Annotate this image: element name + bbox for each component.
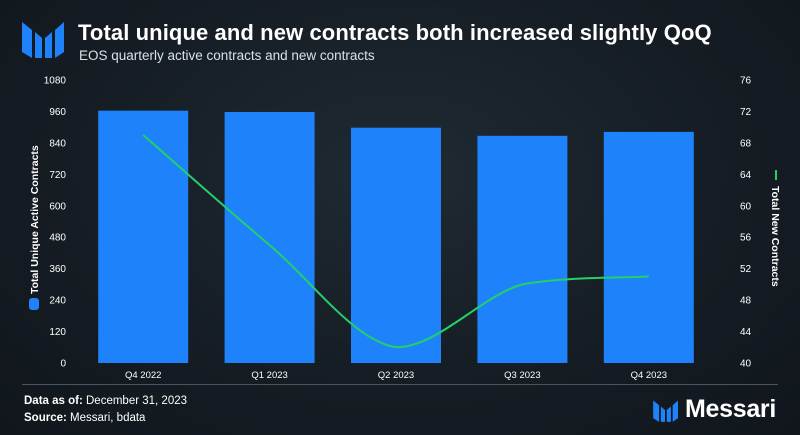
chart-title: Total unique and new contracts both incr… bbox=[78, 20, 712, 45]
x-axis-tick-label: Q1 2023 bbox=[251, 370, 287, 381]
left-axis-tick-label: 240 bbox=[49, 296, 66, 307]
left-axis-tick-label: 960 bbox=[49, 107, 66, 118]
legend-swatch-bars bbox=[29, 298, 39, 310]
right-axis-tick-label: 64 bbox=[740, 170, 752, 181]
left-axis-title: Total Unique Active Contracts bbox=[29, 145, 41, 294]
x-axis-tick-label: Q4 2022 bbox=[125, 370, 161, 381]
right-axis-tick-label: 52 bbox=[740, 264, 752, 275]
left-axis-tick-label: 360 bbox=[49, 264, 66, 275]
source-note: Source: Messari, bdata bbox=[24, 412, 146, 424]
right-axis-tick-label: 44 bbox=[740, 327, 752, 338]
right-axis-tick-label: 68 bbox=[740, 138, 752, 149]
left-axis-tick-label: 480 bbox=[49, 233, 66, 244]
bar bbox=[224, 111, 315, 363]
left-axis-tick-label: 120 bbox=[49, 327, 66, 338]
left-axis-tick-label: 600 bbox=[49, 201, 66, 212]
bar bbox=[98, 110, 189, 364]
new-contracts-line bbox=[142, 134, 649, 349]
x-axis-tick-label: Q4 2023 bbox=[631, 370, 667, 381]
x-axis-tick-label: Q2 2023 bbox=[378, 370, 414, 381]
right-axis-tick-label: 56 bbox=[740, 233, 752, 244]
left-axis-title-group: Total Unique Active Contracts bbox=[29, 145, 41, 310]
right-axis-tick-label: 72 bbox=[740, 107, 752, 118]
bar bbox=[351, 127, 441, 364]
right-axis-title: Total New Contracts bbox=[769, 186, 781, 287]
chart-subtitle: EOS quarterly active contracts and new c… bbox=[79, 48, 375, 63]
right-axis-tick-label: 48 bbox=[740, 296, 752, 307]
right-axis-tick-label: 60 bbox=[740, 201, 752, 212]
messari-logo-icon bbox=[22, 22, 64, 58]
left-axis-tick-label: 840 bbox=[49, 138, 66, 149]
data-as-of: Data as of: December 31, 2023 bbox=[24, 395, 188, 407]
left-axis-tick-label: 720 bbox=[49, 170, 66, 181]
bar bbox=[477, 135, 568, 363]
brand-name: Messari bbox=[684, 395, 776, 423]
left-axis-tick-label: 0 bbox=[60, 359, 66, 370]
footer-divider bbox=[22, 384, 778, 385]
left-axis-tick-label: 1080 bbox=[44, 76, 67, 87]
brand: Messari bbox=[651, 395, 776, 424]
bar bbox=[603, 131, 694, 363]
right-axis-tick-label: 40 bbox=[740, 359, 752, 370]
x-axis-tick-label: Q3 2023 bbox=[504, 370, 540, 381]
right-axis-tick-label: 76 bbox=[740, 76, 752, 87]
messari-brand-icon bbox=[653, 400, 678, 422]
right-axis-title-group: Total New Contracts bbox=[769, 170, 781, 287]
